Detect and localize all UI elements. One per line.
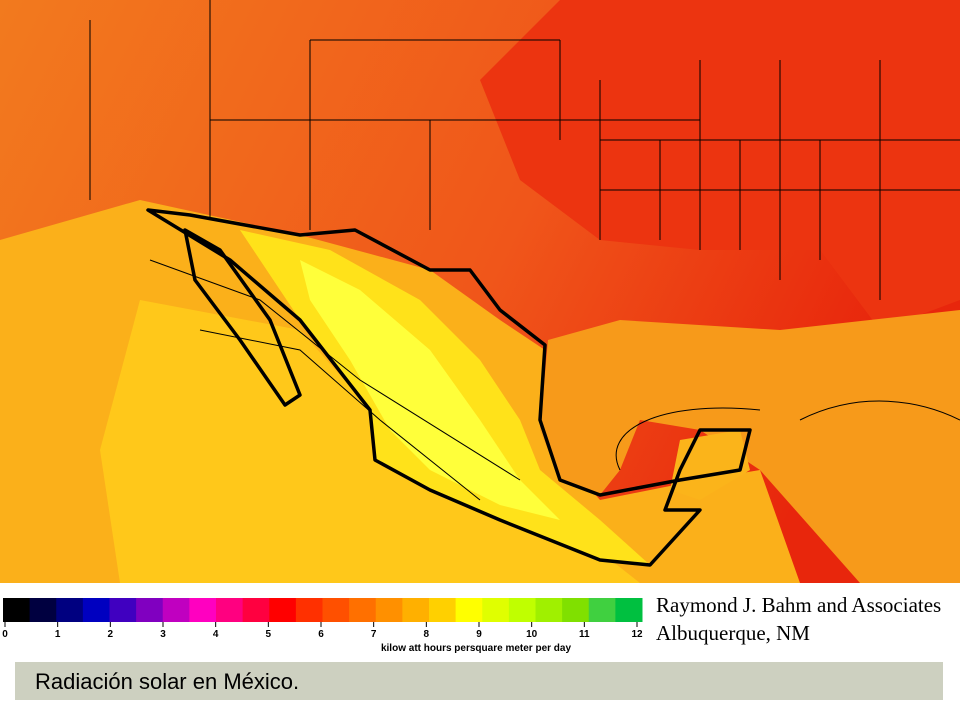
scale-swatch (588, 598, 616, 622)
scale-tick-label: 12 (631, 629, 643, 640)
scale-swatch (136, 598, 164, 622)
scale-swatch (109, 598, 137, 622)
scale-swatch (402, 598, 430, 622)
scale-swatch (189, 598, 217, 622)
scale-swatch (3, 598, 31, 622)
scale-tick-label: 2 (108, 629, 114, 640)
caption: Radiación solar en México. (35, 669, 299, 694)
scale-swatch (429, 598, 457, 622)
country-border (146, 208, 752, 567)
scale-swatch (375, 598, 403, 622)
scale-tick-label: 5 (266, 629, 272, 640)
scale-tick-label: 10 (526, 629, 538, 640)
scale-tick-label: 1 (55, 629, 61, 640)
scale-tick-label: 6 (318, 629, 324, 640)
scale-swatch (322, 598, 350, 622)
scale-tick-label: 9 (476, 629, 482, 640)
scale-swatch (242, 598, 270, 622)
scale-swatch (295, 598, 323, 622)
credit-line: Raymond J. Bahm and Associates (656, 593, 941, 617)
scale-swatch (82, 598, 110, 622)
caption-box (15, 662, 943, 700)
scale-swatch (455, 598, 483, 622)
scale-swatch (269, 598, 297, 622)
scale-swatch (162, 598, 190, 622)
scale-swatch (562, 598, 590, 622)
scale-swatch (535, 598, 563, 622)
scale-swatch (615, 598, 643, 622)
scale-unit: kilow att hours persquare meter per day (381, 643, 571, 654)
scale-swatch (29, 598, 57, 622)
scale-swatch (508, 598, 536, 622)
state-lines (89, 0, 960, 501)
map (0, 0, 960, 583)
color-scale: 0 1 2 3 4 5 6 7 8 9 10 11 12 (2, 598, 643, 640)
scale-tick-label: 0 (2, 629, 8, 640)
scale-swatch (482, 598, 510, 622)
scale-tick-label: 11 (579, 629, 590, 640)
credit-line: Albuquerque, NM (656, 621, 810, 645)
scale-tick-label: 3 (160, 629, 166, 640)
scale-tick-label: 7 (371, 629, 377, 640)
scale-swatch (349, 598, 377, 622)
scale-tick-label: 4 (213, 629, 219, 640)
scale-swatch (56, 598, 84, 622)
scale-tick-label: 8 (424, 629, 430, 640)
scale-swatch (216, 598, 244, 622)
